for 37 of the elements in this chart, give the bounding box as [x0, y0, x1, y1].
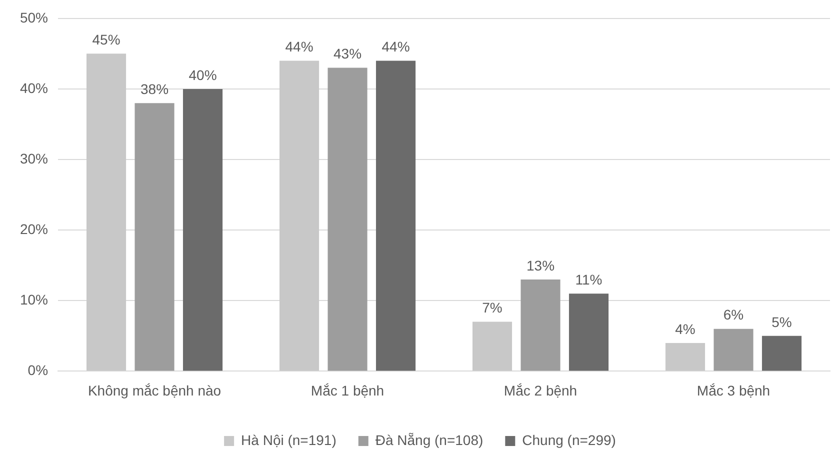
data-label: 13% — [526, 257, 555, 274]
y-tick-label: 10% — [20, 292, 48, 308]
bar — [665, 342, 706, 371]
bar — [86, 54, 126, 371]
x-tick-label: Mắc 2 bệnh — [504, 382, 578, 398]
legend-label: Hà Nội (n=191) — [241, 432, 336, 448]
bar — [568, 294, 609, 371]
y-tick-label: 30% — [20, 150, 48, 166]
legend-label: Đà Nẵng (n=108) — [375, 432, 484, 448]
data-label: 43% — [333, 46, 362, 62]
data-label: 45% — [92, 32, 120, 48]
bar — [472, 322, 512, 371]
bar — [520, 279, 560, 371]
y-tick-label: 0% — [28, 362, 48, 378]
data-label: 40% — [188, 66, 217, 83]
y-tick-label: 50% — [20, 9, 48, 26]
bar — [134, 103, 174, 371]
bar — [762, 336, 802, 371]
x-tick-label: Mắc 1 bệnh — [310, 382, 384, 398]
y-tick-label: 40% — [20, 80, 48, 96]
y-tick-label: 20% — [20, 220, 48, 237]
x-tick-label: Mắc 3 bệnh — [696, 382, 770, 398]
bar — [328, 68, 368, 371]
bar — [182, 88, 223, 371]
legend-label: Chung (n=299) — [522, 432, 616, 448]
x-tick-label: Không mắc bệnh nào — [88, 382, 222, 398]
data-label: 44% — [382, 38, 410, 55]
bar — [714, 328, 754, 371]
data-label: 44% — [285, 38, 314, 55]
data-label: 11% — [575, 271, 602, 288]
data-label: 4% — [675, 320, 696, 337]
data-label: 6% — [723, 306, 744, 323]
data-label: 5% — [772, 314, 792, 330]
data-label: 38% — [140, 80, 169, 97]
bar — [376, 60, 416, 371]
bar — [279, 60, 320, 371]
data-label: 7% — [482, 300, 502, 316]
